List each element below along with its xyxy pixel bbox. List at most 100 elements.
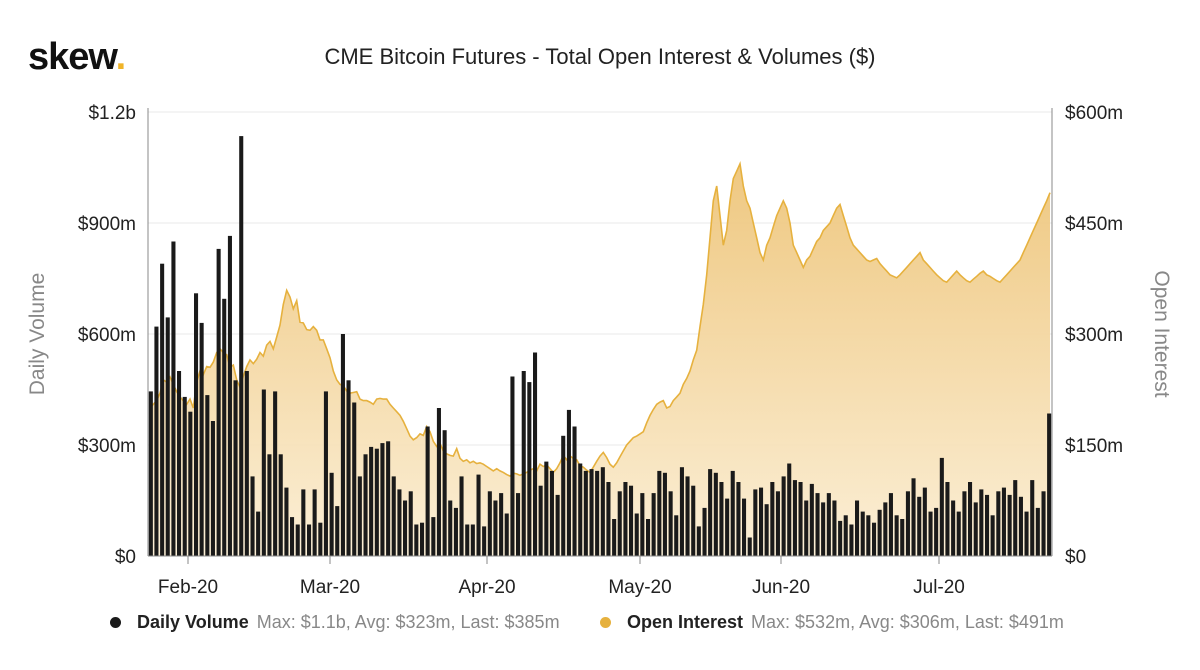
volume-bar [894, 515, 899, 556]
volume-bar [510, 376, 515, 556]
volume-bar [781, 476, 786, 556]
volume-bar [775, 491, 780, 557]
legend-name-open-interest: Open Interest [627, 612, 744, 632]
volume-bar [414, 524, 419, 556]
volume-bar [634, 513, 639, 556]
x-tick-label: Jul-20 [913, 577, 965, 598]
volume-bar [640, 493, 645, 556]
volume-bar [872, 522, 877, 556]
volume-bar [431, 517, 436, 556]
legend-stats-volume: Max: $1.1b, Avg: $323m, Last: $385m [256, 612, 560, 632]
volume-bar [736, 482, 741, 556]
volume-bar [566, 409, 571, 556]
volume-bar [380, 443, 385, 556]
volume-bar [335, 506, 340, 556]
volume-bar [487, 491, 492, 557]
chart-legend: Daily Volume Max: $1.1b, Avg: $323m, Last… [0, 612, 1200, 636]
volume-bar [606, 482, 611, 556]
x-tick-label: Jun-20 [752, 577, 810, 598]
volume-bar [561, 435, 566, 557]
volume-bar [369, 446, 374, 556]
volume-bar [465, 524, 470, 556]
volume-bar [934, 507, 939, 556]
volume-bar [239, 136, 244, 556]
volume-bar [318, 522, 323, 556]
volume-bar [685, 476, 690, 556]
volume-bar [849, 524, 854, 556]
volume-bar [1030, 480, 1035, 556]
volume-bar [753, 489, 758, 556]
volume-bar [1041, 491, 1046, 557]
y-left-tick-label: $900m [78, 214, 136, 235]
volume-bar [651, 493, 656, 556]
logo-text: skew [28, 36, 117, 78]
volume-bar [420, 522, 425, 556]
volume-bar [725, 498, 730, 556]
volume-bar [928, 511, 933, 556]
volume-bar [177, 371, 182, 556]
x-tick-label: May-20 [608, 577, 671, 598]
y-right-tick-label: $0 [1065, 547, 1086, 568]
volume-bar [171, 241, 176, 556]
volume-bar [476, 474, 481, 556]
volume-bar [386, 441, 391, 556]
skew-logo: skew. [28, 36, 127, 79]
volume-bar [708, 469, 713, 556]
volume-bar [538, 485, 543, 556]
volume-bar [691, 485, 696, 556]
volume-bar [742, 498, 747, 556]
y-right-tick-label: $450m [1065, 214, 1123, 235]
volume-bar [453, 507, 458, 556]
volume-bar [702, 507, 707, 556]
volume-bar [312, 489, 317, 556]
volume-bar [679, 467, 684, 556]
y-right-tick-label: $150m [1065, 436, 1123, 457]
volume-bar [182, 396, 187, 556]
volume-bar [521, 371, 526, 556]
volume-bar [1024, 511, 1029, 556]
volume-bar [888, 493, 893, 556]
volume-bar [985, 494, 990, 556]
volume-bar [668, 491, 673, 557]
volume-bar [482, 526, 487, 556]
volume-bar [222, 298, 227, 556]
volume-bar [809, 483, 814, 556]
volume-bar [425, 426, 430, 556]
volume-bar [617, 491, 622, 557]
volume-bar [1001, 487, 1006, 556]
volume-bar [470, 524, 475, 556]
volume-bar [374, 448, 379, 556]
volume-bar [922, 487, 927, 556]
volume-bar [900, 519, 905, 556]
volume-bar [821, 502, 826, 556]
legend-item-open-interest[interactable]: Open Interest Max: $532m, Avg: $306m, Las… [600, 612, 1064, 633]
volume-bar [787, 463, 792, 556]
volume-bar [1047, 413, 1052, 556]
volume-bar [261, 389, 266, 556]
volume-bar [533, 352, 538, 556]
volume-bar [329, 472, 334, 557]
volume-bar [990, 515, 995, 556]
volume-bar [442, 430, 447, 556]
volume-bar [165, 317, 170, 556]
volume-bar [713, 472, 718, 557]
volume-bar [911, 478, 916, 556]
volume-bar [804, 500, 809, 556]
volume-bar [346, 380, 351, 557]
volume-bar [719, 482, 724, 556]
volume-bar [996, 491, 1001, 557]
volume-bar [154, 326, 159, 556]
y-left-tick-label: $300m [78, 436, 136, 457]
legend-item-volume[interactable]: Daily Volume Max: $1.1b, Avg: $323m, Last… [110, 612, 560, 633]
volume-bar [860, 511, 865, 556]
volume-bar [267, 454, 272, 557]
volume-bar [448, 500, 453, 556]
volume-bar [352, 402, 357, 556]
volume-bar [759, 487, 764, 556]
volume-bar [459, 476, 464, 556]
volume-bar [657, 470, 662, 556]
volume-bar [499, 493, 504, 556]
volume-bar [623, 482, 628, 556]
volume-bar [747, 537, 752, 556]
logo-dot: . [115, 36, 127, 78]
